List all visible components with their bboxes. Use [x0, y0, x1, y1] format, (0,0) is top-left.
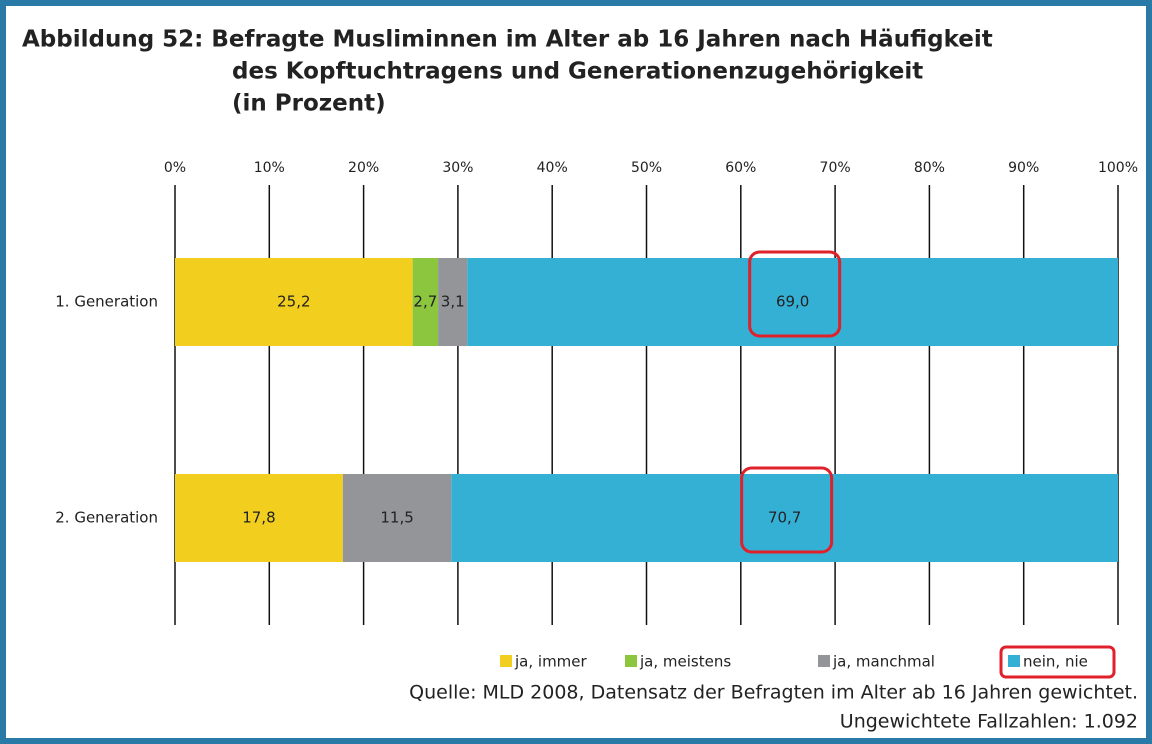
- legend-swatch: [625, 655, 637, 667]
- bar-segment: [175, 474, 343, 562]
- legend-label: ja, manchmal: [832, 653, 935, 671]
- legend-label: ja, meistens: [639, 653, 731, 671]
- bar-segment: [438, 258, 468, 346]
- x-tick-label: 80%: [914, 160, 945, 176]
- legend-label: ja, immer: [514, 653, 588, 671]
- data-label: 69,0: [776, 293, 809, 311]
- chart-title: des Kopftuchtragens und Generationenzuge…: [232, 59, 923, 85]
- x-tick-label: 20%: [348, 160, 379, 176]
- chart-title: (in Prozent): [232, 91, 386, 117]
- data-label: 2,7: [413, 293, 437, 311]
- category-label: 2. Generation: [55, 509, 158, 527]
- legend-swatch: [500, 655, 512, 667]
- data-label: 70,7: [768, 509, 801, 527]
- x-tick-label: 50%: [631, 160, 662, 176]
- highlight: [999, 645, 1116, 679]
- data-label: 25,2: [277, 293, 310, 311]
- source-note: Ungewichtete Fallzahlen: 1.092: [840, 711, 1138, 733]
- x-tick-label: 30%: [442, 160, 473, 176]
- x-tick-label: 0%: [164, 160, 186, 176]
- data-label: 3,1: [441, 293, 465, 311]
- chart-title: Abbildung 52: Befragte Musliminnen im Al…: [22, 27, 993, 53]
- category-label: 1. Generation: [55, 293, 158, 311]
- highlight: [740, 466, 834, 554]
- legend-swatch: [818, 655, 830, 667]
- source-note: Quelle: MLD 2008, Datensatz der Befragte…: [409, 682, 1138, 704]
- highlight: [748, 250, 842, 338]
- bar-segment: [467, 258, 1119, 346]
- x-tick-label: 100%: [1098, 160, 1138, 176]
- bar-segment: [175, 258, 413, 346]
- bar-segment: [451, 474, 1118, 562]
- bar-segment: [412, 258, 439, 346]
- legend-swatch: [1008, 655, 1020, 667]
- x-tick-label: 60%: [725, 160, 756, 176]
- data-label: 17,8: [242, 509, 275, 527]
- legend-label: nein, nie: [1023, 653, 1088, 671]
- x-tick-label: 90%: [1008, 160, 1039, 176]
- data-label: 11,5: [380, 509, 413, 527]
- x-tick-label: 10%: [254, 160, 285, 176]
- bar-segment: [342, 474, 452, 562]
- x-tick-label: 40%: [537, 160, 568, 176]
- x-tick-label: 70%: [820, 160, 851, 176]
